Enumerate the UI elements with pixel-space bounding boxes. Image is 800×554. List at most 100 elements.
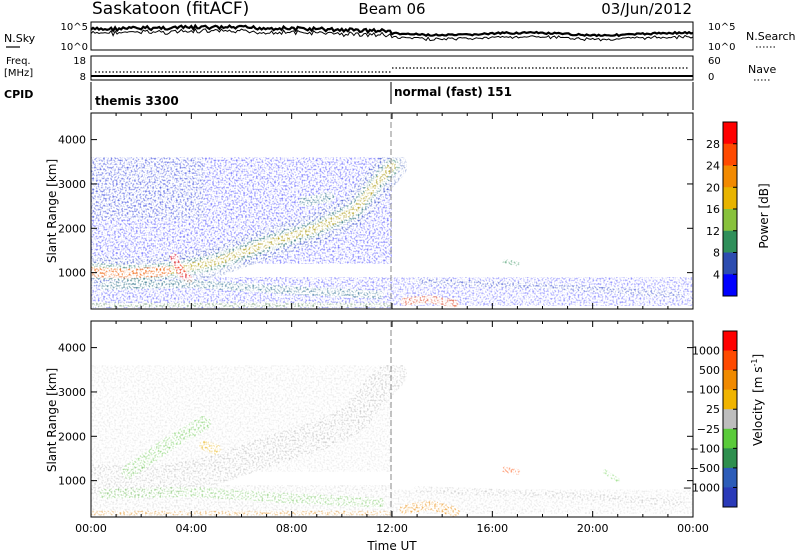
nave-tick-top: 60 [708, 56, 721, 67]
velocity-y-axis: 1000 2000 3000 4000 [58, 342, 693, 488]
nsky-panel: N.Sky 10^5 10^0 10^5 10^0 N.Search [4, 21, 796, 53]
nsearch-line [90, 27, 694, 42]
freq-tick-bottom: 8 [80, 72, 86, 83]
velocity-colorbar-cell-7 [723, 467, 737, 488]
nave-label: Nave [748, 63, 776, 76]
nsky-tick-top: 10^5 [61, 22, 88, 33]
velocity-colorbar-tick-label-6: −500 [690, 462, 720, 475]
time-tick-label-3: 12:00 [376, 522, 408, 535]
velocity-colorbar-tick-label-4: −25 [697, 423, 720, 436]
freq-label: Freq. [6, 56, 31, 67]
power-x-ticks [90, 113, 694, 309]
power-echo-band [400, 295, 459, 308]
velocity-colorbar-unit-sup: -1 [750, 359, 759, 367]
nsky-trace [90, 23, 694, 42]
velocity-echo-band [501, 466, 521, 475]
power-colorbar-tick-label-2: 12 [706, 225, 720, 238]
velocity-echo-band [198, 440, 222, 455]
velocity-echo-band [602, 469, 621, 484]
velocity-colorbar-cell-2 [723, 370, 737, 390]
power-colorbar-cell-1 [723, 143, 737, 166]
power-panel: 1000 2000 3000 4000 Slant Range [km] 4 8 12 16… [45, 112, 771, 310]
velocity-colorbar-tick-label-2: 100 [699, 384, 720, 397]
time-tick-label-1: 04:00 [175, 522, 207, 535]
freq-tick-top: 18 [73, 56, 86, 67]
velocity-ytick-label-1: 2000 [58, 430, 86, 443]
velocity-y-label: Slant Range [km] [45, 368, 59, 472]
power-colorbar-cell-4 [723, 209, 737, 232]
time-tick-label-4: 16:00 [476, 522, 508, 535]
velocity-echo [91, 510, 392, 516]
velocity-panel: 1000 2000 3000 4000 00:00 04:00 08:00 12:00 16:… [45, 320, 765, 553]
power-colorbar-tick-label-4: 20 [706, 181, 720, 194]
nsky-line [90, 23, 694, 38]
cpid-mode-2: normal (fast) 151 [394, 85, 512, 99]
power-echo [91, 157, 204, 220]
power-colorbar-tick-label-6: 28 [706, 138, 720, 151]
nave-tick-bottom: 0 [708, 72, 714, 83]
power-ytick-label-1: 2000 [58, 222, 86, 235]
power-colorbar-cell-7 [723, 274, 737, 297]
power-colorbar-cell-6 [723, 252, 737, 275]
velocity-colorbar-tick-label-5: −100 [690, 442, 720, 455]
velocity-echo-band [91, 359, 407, 497]
power-ytick-label-2: 3000 [58, 178, 86, 191]
power-colorbar: 4 8 12 16 20 24 28 [706, 121, 738, 297]
nsearch-tick-top: 10^5 [708, 22, 735, 33]
power-colorbar-tick-label-3: 16 [706, 203, 720, 216]
power-echo-band [502, 259, 520, 267]
power-echo-band [99, 279, 384, 299]
site-title: Saskatoon (fitACF) [92, 0, 249, 19]
nsky-label: N.Sky [4, 32, 36, 45]
cpid-mode-1: themis 3300 [95, 94, 179, 108]
date-title: 03/Jun/2012 [601, 0, 692, 18]
freq-frame [90, 55, 694, 81]
power-colorbar-tick-label-5: 24 [706, 160, 720, 173]
velocity-colorbar-tick-label-1: 500 [699, 364, 720, 377]
power-y-axis: 1000 2000 3000 4000 [58, 134, 693, 280]
velocity-colorbar: 1000 500 100 25 −25 −100 −500 −1000 [683, 330, 738, 508]
nsky-tick-bottom: 10^0 [61, 42, 88, 53]
power-y-label: Slant Range [km] [45, 159, 59, 263]
velocity-colorbar-tick-label-3: 25 [706, 403, 720, 416]
nsearch-label: N.Search [746, 30, 796, 43]
velocity-ytick-label-3: 4000 [58, 342, 86, 355]
velocity-colorbar-cell-5 [723, 428, 737, 449]
velocity-colorbar-unit: [m s [751, 366, 765, 392]
freq-panel: Freq. [MHz] 18 8 60 0 Nave [4, 55, 776, 83]
power-echo-band [169, 253, 193, 284]
velocity-colorbar-label: Velocity [m s-1] [750, 354, 765, 446]
freq-trace [91, 67, 693, 77]
velocity-echo-band [121, 416, 211, 479]
velocity-data [91, 359, 693, 517]
velocity-colorbar-unit-end: ] [751, 354, 765, 359]
power-colorbar-cell-0 [723, 122, 737, 145]
cpid-label: CPID [4, 88, 33, 101]
power-colorbar-tick-label-1: 8 [713, 247, 720, 260]
velocity-colorbar-cell-0 [723, 331, 737, 351]
time-tick-label-0: 00:00 [75, 522, 107, 535]
power-echo-band [414, 278, 684, 298]
power-colorbar-tick-label-0: 4 [713, 268, 720, 281]
velocity-echo-band [98, 486, 385, 508]
velocity-colorbar-cell-4 [723, 409, 737, 430]
time-axis-label: Time UT [366, 539, 417, 553]
velocity-colorbar-frame [722, 330, 738, 508]
velocity-x-axis: 00:00 04:00 08:00 12:00 16:00 20:00 00:00 [75, 321, 709, 535]
time-tick-label-5: 20:00 [577, 522, 609, 535]
power-echo-band [91, 266, 172, 279]
velocity-echo-band [399, 500, 460, 517]
velocity-ytick-label-2: 3000 [58, 386, 86, 399]
power-ytick-label-3: 4000 [58, 134, 86, 147]
freq-unit: [MHz] [4, 68, 33, 79]
velocity-colorbar-title: Velocity [751, 399, 765, 446]
nsearch-tick-bottom: 10^0 [708, 42, 735, 53]
velocity-colorbar-cell-1 [723, 350, 737, 371]
velocity-colorbar-cell-6 [723, 448, 737, 469]
power-ytick-label-0: 1000 [58, 267, 86, 280]
velocity-ytick-label-0: 1000 [58, 475, 86, 488]
power-colorbar-label: Power [dB] [757, 183, 771, 248]
power-echo [91, 302, 392, 308]
cpid-panel: CPID themis 3300 normal (fast) 151 [4, 82, 694, 110]
